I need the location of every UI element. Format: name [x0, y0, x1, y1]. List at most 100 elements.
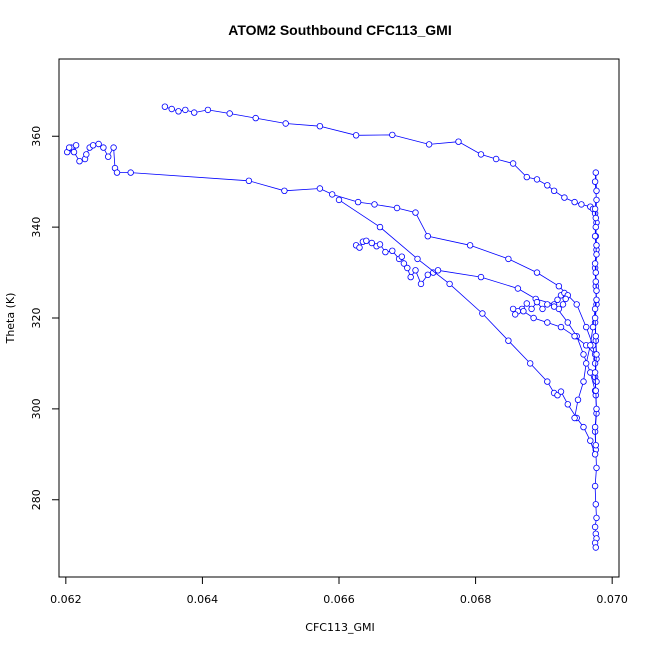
data-point: [252, 114, 259, 122]
data-point: [591, 369, 599, 376]
data-point: [559, 301, 567, 308]
data-point: [412, 267, 419, 274]
data-point: [479, 310, 486, 317]
data-point: [530, 314, 537, 322]
data-point: [127, 169, 134, 176]
data-point: [404, 264, 411, 272]
data-point: [593, 351, 600, 358]
data-point: [520, 308, 527, 315]
data-point: [550, 187, 558, 194]
data-point: [557, 388, 565, 395]
data-point: [593, 187, 600, 194]
data-point: [398, 253, 405, 260]
data-point: [477, 151, 485, 158]
data-point: [592, 214, 599, 222]
data-point: [591, 232, 599, 240]
data-point: [245, 177, 253, 184]
data-point: [389, 247, 396, 254]
x-tick-label: 0.064: [187, 593, 219, 606]
data-point: [592, 501, 599, 508]
data-point: [354, 198, 362, 206]
data-point: [161, 103, 169, 110]
data-point: [113, 169, 121, 176]
data-point: [550, 303, 558, 310]
data-point: [316, 122, 324, 130]
series-line-3: [355, 240, 596, 391]
data-point: [591, 482, 599, 490]
data-point: [382, 248, 389, 256]
data-point: [587, 437, 594, 444]
data-point: [533, 298, 541, 306]
data-point: [564, 401, 571, 408]
y-tick-label: 280: [30, 489, 43, 510]
data-point: [564, 319, 571, 326]
data-point: [593, 196, 600, 204]
x-axis: 0.062 0.064 0.066 0.068 0.070: [50, 577, 628, 606]
data-point: [110, 144, 117, 151]
data-point: [539, 305, 546, 313]
data-point: [544, 378, 551, 385]
data-point: [425, 141, 433, 148]
data-point: [555, 283, 563, 290]
data-point: [580, 351, 587, 358]
data-point: [580, 378, 587, 385]
data-point: [571, 198, 578, 206]
data-point: [100, 144, 107, 151]
data-point: [356, 244, 363, 251]
data-point: [557, 323, 565, 331]
data-point: [190, 109, 198, 116]
data-point: [335, 196, 343, 204]
data-point: [544, 319, 551, 326]
data-point: [573, 301, 580, 308]
data-point: [466, 242, 474, 249]
data-point: [593, 242, 600, 249]
data-point: [412, 209, 419, 216]
data-point: [182, 106, 189, 114]
data-point: [509, 305, 517, 313]
y-tick-label: 340: [30, 217, 43, 238]
data-point: [578, 201, 585, 208]
data-point: [514, 285, 522, 292]
x-tick-label: 0.070: [596, 593, 628, 606]
data-point: [561, 194, 568, 201]
data-point: [592, 169, 599, 176]
data-point: [281, 187, 288, 194]
data-point: [591, 178, 599, 185]
data-point: [175, 108, 182, 115]
data-point: [574, 396, 582, 403]
data-point: [329, 191, 336, 198]
data-point: [591, 360, 599, 367]
data-point: [368, 239, 375, 247]
data-point: [562, 295, 569, 303]
data-point: [592, 544, 599, 551]
series-line-2: [66, 143, 597, 382]
data-point: [591, 451, 599, 458]
data-point: [446, 280, 453, 288]
data-point: [528, 305, 535, 313]
data-point: [591, 260, 599, 267]
x-axis-label: CFC113_GMI: [305, 621, 374, 634]
data-point: [417, 280, 425, 288]
data-point: [593, 405, 600, 413]
data-point: [587, 342, 594, 349]
data-point: [591, 423, 599, 431]
data-point: [455, 138, 462, 145]
data-point: [76, 157, 83, 165]
data-point: [592, 269, 599, 276]
data-point: [591, 305, 599, 313]
data-point: [400, 260, 408, 267]
data-point: [592, 278, 599, 285]
x-tick-label: 0.068: [460, 593, 492, 606]
data-point: [591, 205, 599, 213]
data-series-group: [63, 103, 600, 551]
data-point: [70, 148, 78, 156]
data-point: [523, 300, 530, 307]
data-point: [580, 423, 587, 431]
data-point: [83, 151, 90, 158]
data-point: [593, 251, 600, 258]
data-point: [544, 182, 551, 189]
data-point: [492, 155, 500, 163]
data-point: [593, 378, 600, 385]
data-point: [591, 523, 599, 531]
